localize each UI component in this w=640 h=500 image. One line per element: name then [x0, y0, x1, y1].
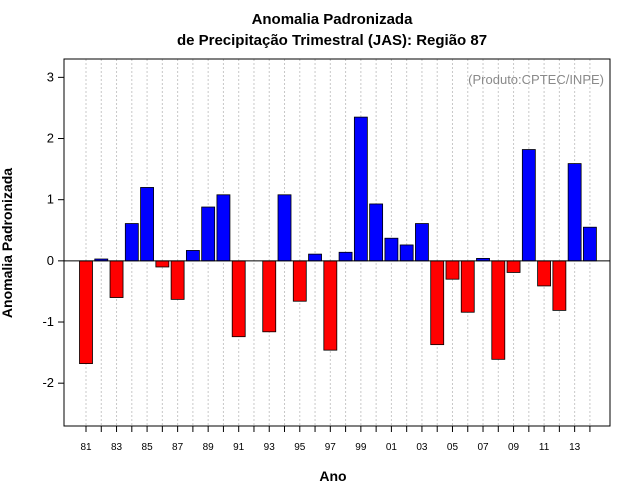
bar-2005: [445, 260, 460, 280]
bar-1981: [79, 260, 93, 365]
bar-1985: [140, 187, 154, 262]
x-tick-label: 87: [172, 442, 184, 453]
y-tick-label: 0: [47, 253, 54, 268]
x-axis: 81 83 85 87 89 91 93 95 97 99 01 03 05 07 09 11 13: [80, 426, 591, 453]
x-tick-label: 95: [294, 442, 306, 453]
chart-title-line1: Anomalia Padronizada: [252, 11, 414, 28]
bar-2008: [491, 260, 506, 360]
bar-1984: [124, 223, 139, 262]
x-tick-label: 13: [569, 442, 581, 453]
x-axis-label: Ano: [319, 468, 346, 484]
bar-1990: [216, 194, 231, 262]
x-tick-label: 07: [477, 442, 489, 453]
bar-2002: [399, 244, 414, 262]
bar-2013: [567, 163, 582, 262]
product-credit: (Produto:CPTEC/INPE): [468, 72, 604, 87]
bar-1996: [308, 253, 322, 262]
y-tick-label: 1: [47, 192, 54, 207]
chart-title-line2: de Precipitação Trimestral (JAS): Região…: [177, 32, 487, 49]
bar-1993: [262, 260, 277, 333]
bar-2003: [415, 223, 429, 262]
y-axis-label: Anomalia Padronizada: [0, 168, 15, 318]
y-tick-label: -2: [42, 375, 54, 390]
bar-1986: [155, 260, 170, 268]
bar-2004: [430, 260, 445, 346]
x-tick-label: 11: [539, 442, 550, 453]
y-tick-label: 2: [47, 131, 54, 146]
bar-1998: [338, 251, 353, 262]
bar-1997: [323, 260, 338, 351]
bar-1987: [170, 260, 185, 300]
bar-1983: [109, 260, 124, 298]
x-tick-label: 01: [386, 442, 398, 453]
y-tick-label: 3: [47, 69, 54, 84]
bar-2010: [521, 149, 536, 262]
x-tick-label: 81: [80, 442, 92, 453]
x-tick-label: 09: [508, 442, 520, 453]
bar-1991: [231, 260, 246, 338]
bar-2014: [583, 226, 597, 262]
bars: [79, 116, 597, 365]
bar-1989: [201, 206, 216, 262]
x-tick-label: 83: [111, 442, 123, 453]
x-tick-label: 93: [264, 442, 276, 453]
x-tick-label: 99: [355, 442, 367, 453]
bar-1994: [277, 194, 292, 262]
bar-2009: [506, 260, 521, 273]
bar-2006: [460, 260, 475, 313]
bar-2000: [369, 203, 384, 262]
bar-2001: [384, 237, 399, 262]
bar-1988: [185, 250, 200, 262]
x-tick-label: 97: [325, 442, 337, 453]
bar-2011: [537, 260, 551, 287]
y-tick-label: -1: [42, 314, 54, 329]
x-tick-label: 05: [447, 442, 459, 453]
x-tick-label: 85: [142, 442, 154, 453]
plot-frame: [63, 58, 611, 427]
x-tick-label: 91: [233, 442, 245, 453]
vertical-grid: [85, 59, 591, 426]
x-tick-label: 89: [203, 442, 215, 453]
y-axis: -2 -1 0 1 2 3: [42, 69, 64, 390]
bar-1999: [353, 116, 368, 262]
bar-1995: [292, 260, 307, 302]
x-tick-label: 03: [416, 442, 428, 453]
bar-2012: [552, 260, 567, 311]
